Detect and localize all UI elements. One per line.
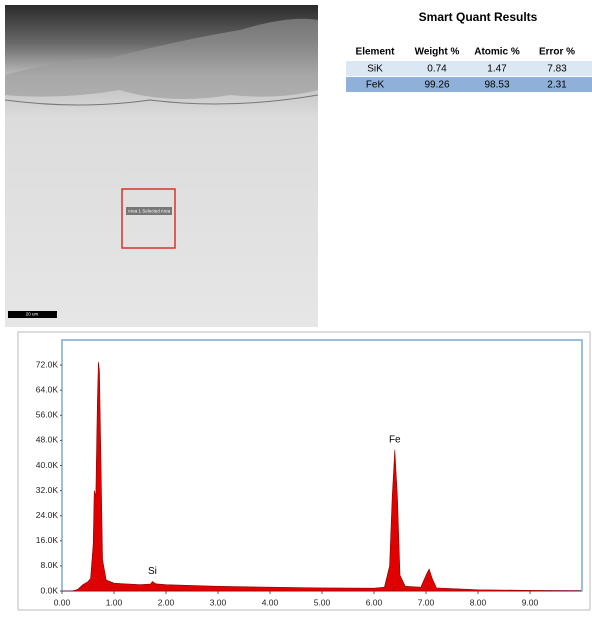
y-tick-label: 40.0K xyxy=(36,460,59,470)
y-tick-label: 0.0K xyxy=(41,585,59,595)
x-tick-label: 1.00 xyxy=(106,597,123,607)
table-cell: 7.83 xyxy=(547,64,567,75)
x-tick-label: 9.00 xyxy=(522,597,539,607)
y-tick-label: 8.0K xyxy=(41,560,59,570)
selection-label: Area 1 Selected Area xyxy=(128,209,171,214)
table-cell: 0.74 xyxy=(427,64,447,75)
annotation: Fe xyxy=(389,434,401,445)
table-header: Atomic % xyxy=(474,47,520,58)
x-tick-label: 5.00 xyxy=(314,597,331,607)
scale-label: 20 um xyxy=(26,312,39,317)
table-cell: 2.31 xyxy=(547,80,567,91)
x-tick-label: 0.00 xyxy=(54,597,71,607)
table-header: Weight % xyxy=(415,47,460,58)
y-tick-label: 16.0K xyxy=(36,535,59,545)
table-title: Smart Quant Results xyxy=(419,10,538,24)
table-cell: 98.53 xyxy=(484,80,509,91)
y-tick-label: 48.0K xyxy=(36,435,59,445)
x-tick-label: 3.00 xyxy=(210,597,227,607)
table-header: Error % xyxy=(539,47,575,58)
table-cell: 1.47 xyxy=(487,64,507,75)
figure: Area 1 Selected Area 20 um Smart Quant R… xyxy=(0,0,592,614)
table-cell: FeK xyxy=(366,80,385,91)
y-tick-label: 24.0K xyxy=(36,510,59,520)
y-tick-label: 64.0K xyxy=(36,384,59,394)
sem-image: Area 1 Selected Area 20 um xyxy=(5,5,318,327)
x-tick-label: 2.00 xyxy=(158,597,175,607)
x-tick-label: 4.00 xyxy=(262,597,279,607)
table-header: Element xyxy=(356,47,396,58)
annotation: Si xyxy=(148,566,157,577)
table-cell: SiK xyxy=(367,64,383,75)
x-tick-label: 6.00 xyxy=(366,597,383,607)
page: Area 1 Selected Area 20 um Smart Quant R… xyxy=(0,0,592,614)
plot-area xyxy=(62,340,582,591)
x-tick-label: 8.00 xyxy=(470,597,487,607)
y-tick-label: 72.0K xyxy=(36,359,59,369)
x-tick-label: 7.00 xyxy=(418,597,435,607)
y-tick-label: 32.0K xyxy=(36,485,59,495)
table-cell: 99.26 xyxy=(424,80,449,91)
y-tick-label: 56.0K xyxy=(36,410,59,420)
